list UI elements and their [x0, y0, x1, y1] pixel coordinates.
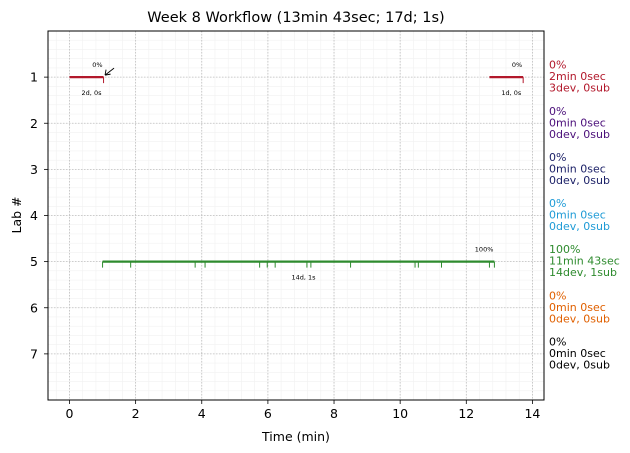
lane-summary: 0% 2min 0sec 3dev, 0sub: [549, 59, 610, 95]
lane-summary-line: 0dev, 0sub: [549, 312, 610, 325]
segment-percent: 0%: [512, 61, 522, 69]
annotation-arrowhead: [104, 69, 111, 76]
y-tick-label: 6: [30, 300, 38, 315]
x-tick-label: 6: [264, 406, 272, 421]
x-tick-label: 14: [524, 406, 540, 421]
x-tick-label: 10: [392, 406, 408, 421]
lane-summary-line: 0%: [549, 289, 566, 302]
y-tick-label: 1: [30, 70, 38, 85]
x-tick-label: 2: [132, 406, 140, 421]
y-tick-label: 4: [30, 208, 38, 223]
lane-summary-line: 0min 0sec: [549, 162, 606, 175]
x-tick-label: 12: [458, 406, 474, 421]
lane-summary-line: 3dev, 0sub: [549, 82, 610, 95]
lane-summary: 0% 0min 0sec 0dev, 0sub: [549, 335, 610, 371]
lane-summary-line: 0min 0sec: [549, 301, 606, 314]
lane-summary-line: 14dev, 1sub: [549, 266, 617, 279]
lane-summary-line: 0min 0sec: [549, 116, 606, 129]
lane-summary-line: 0dev, 0sub: [549, 358, 610, 371]
chart-title: Week 8 Workflow (13min 43sec; 17d; 1s): [147, 10, 444, 26]
lane-summary: 0% 0min 0sec 0dev, 0sub: [549, 197, 610, 233]
segment-duration: 14d, 1s: [291, 274, 316, 282]
y-tick-label: 5: [30, 254, 38, 269]
lane-summary-line: 0%: [549, 151, 566, 164]
lane-summary-line: 100%: [549, 243, 580, 256]
lane-summary-line: 0%: [549, 59, 566, 72]
segment-percent: 100%: [475, 246, 494, 254]
annotation-arrow: [104, 67, 115, 76]
segment-percent: 0%: [92, 61, 102, 69]
lane-summary-line: 0%: [549, 105, 566, 118]
x-axis-title: Time (min): [261, 429, 330, 444]
lane-summary: 0% 0min 0sec 0dev, 0sub: [549, 289, 610, 325]
lane-summary-line: 0dev, 0sub: [549, 128, 610, 141]
lane-summary: 0% 0min 0sec 0dev, 0sub: [549, 151, 610, 187]
lane-summary: 0% 0min 0sec 0dev, 0sub: [549, 105, 610, 141]
y-tick-label: 3: [30, 162, 38, 177]
x-tick-label: 4: [198, 406, 206, 421]
y-tick-label: 2: [30, 116, 38, 131]
lane-summary-line: 0dev, 0sub: [549, 174, 610, 187]
lane-summary-line: 2min 0sec: [549, 70, 606, 83]
lane-summary-line: 11min 43sec: [549, 255, 620, 268]
lane-summary-line: 0%: [549, 335, 566, 348]
lane-summary-line: 0min 0sec: [549, 347, 606, 360]
lane-summary: 100% 11min 43sec 14dev, 1sub: [549, 243, 620, 279]
segment-duration: 2d, 0s: [82, 89, 103, 97]
y-tick-label: 7: [30, 346, 38, 361]
lane-summary-line: 0min 0sec: [549, 209, 606, 222]
grid: [48, 31, 544, 400]
lane-summary-line: 0%: [549, 197, 566, 210]
lane-summary-line: 0dev, 0sub: [549, 220, 610, 233]
x-tick-label: 0: [66, 406, 74, 421]
x-tick-label: 8: [330, 406, 338, 421]
segment-duration: 1d, 0s: [501, 89, 522, 97]
series-layer: 0% 2d, 0s 0% 1d, 0s 100% 14d, 1s: [69, 61, 524, 282]
y-axis-title: Lab #: [9, 196, 24, 233]
